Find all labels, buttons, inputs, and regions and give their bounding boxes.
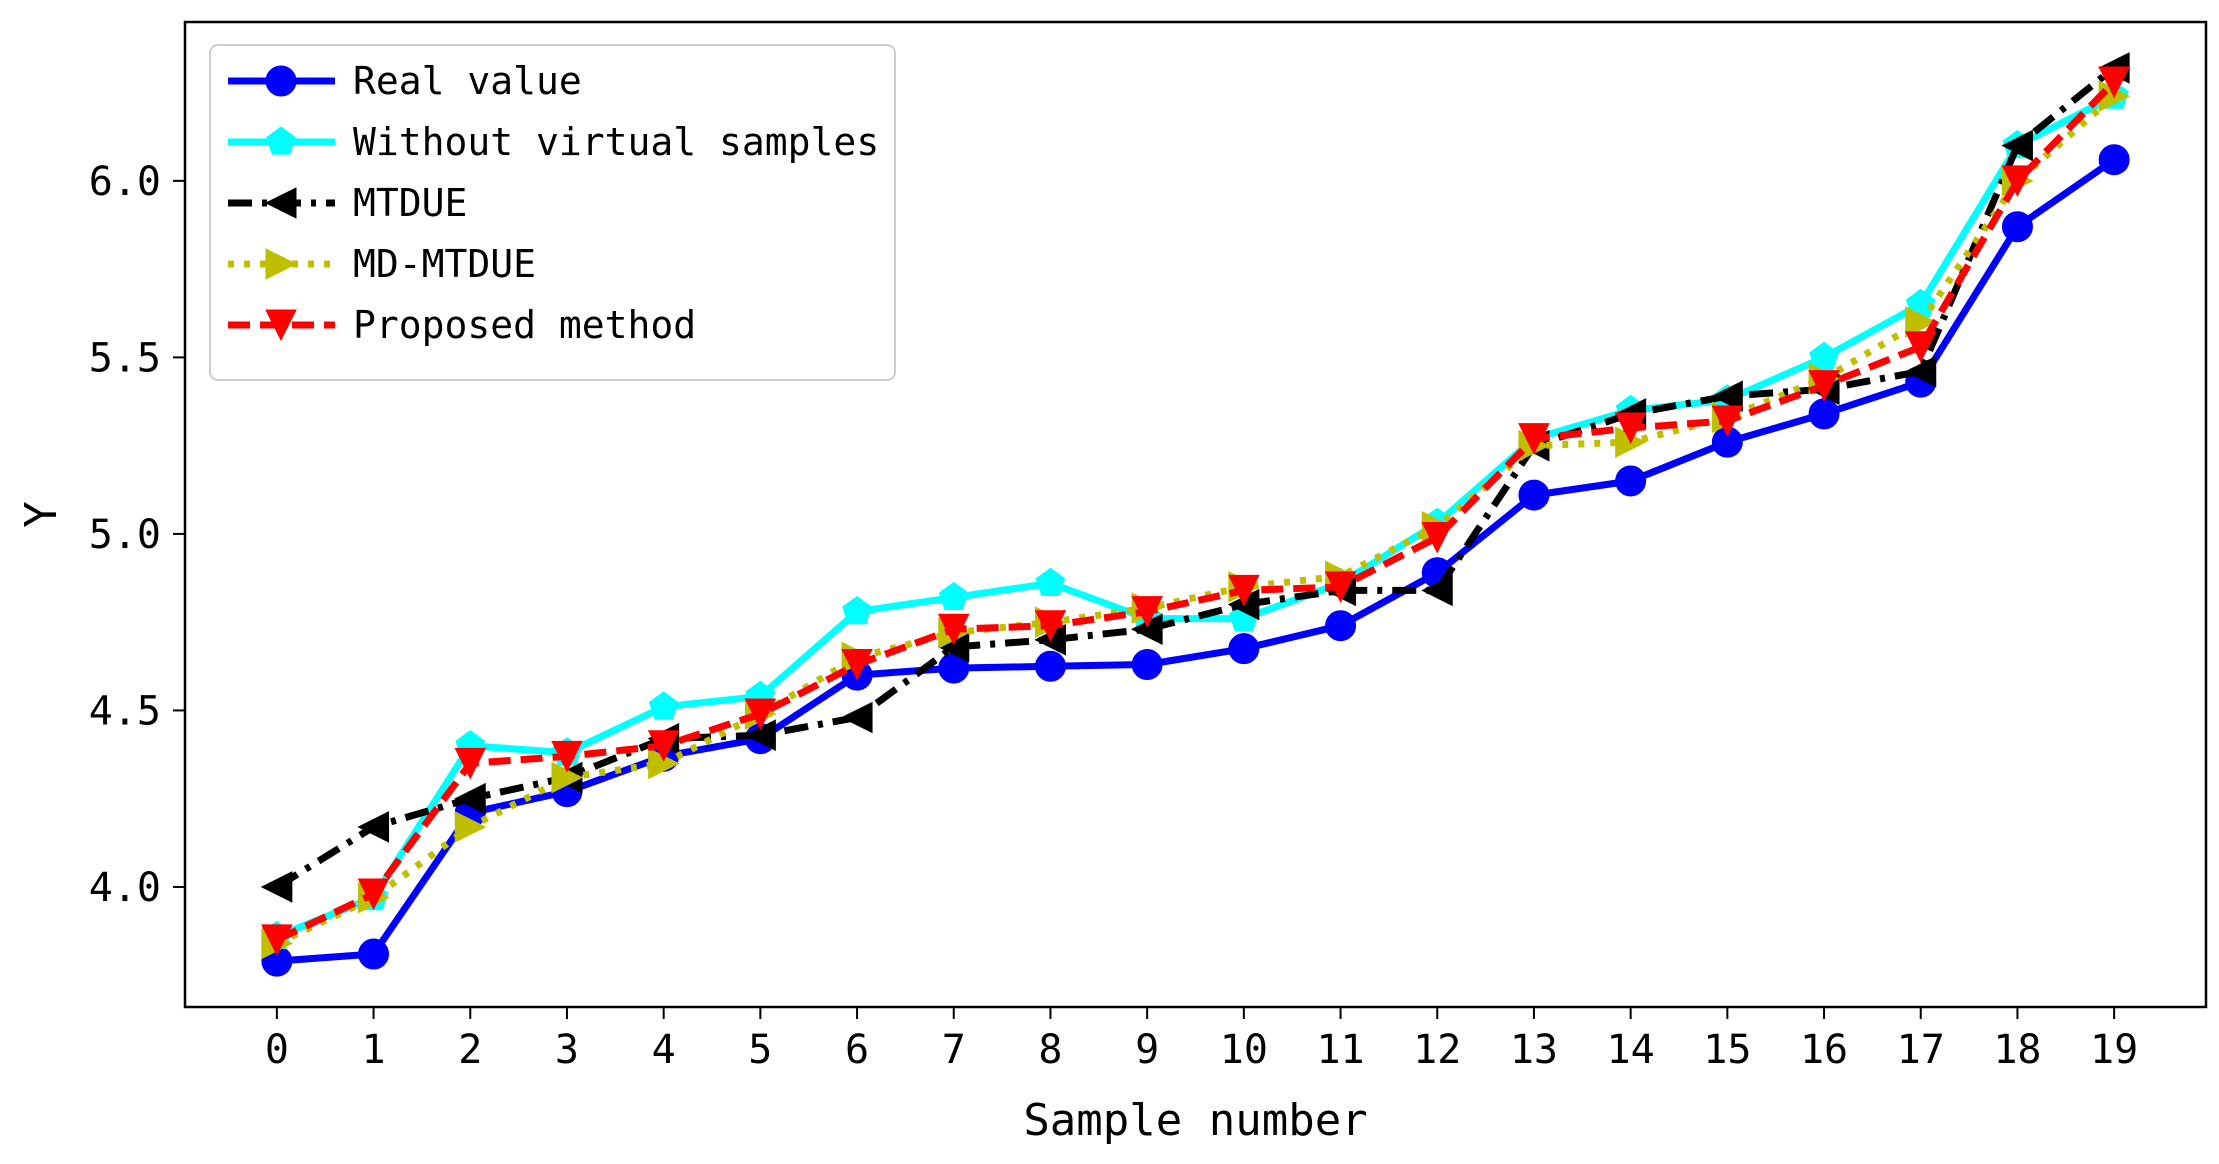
x-tick-label: 6 (845, 1027, 869, 1073)
data-point (744, 698, 777, 731)
data-point (260, 871, 293, 903)
x-tick-label: 3 (555, 1027, 579, 1073)
data-point (2001, 129, 2033, 162)
x-tick-label: 0 (265, 1027, 289, 1073)
data-point (1808, 398, 1840, 430)
x-tick-label: 14 (1607, 1027, 1655, 1073)
legend-label: Without virtual samples (353, 120, 879, 164)
data-point (357, 811, 390, 843)
data-point (357, 878, 390, 911)
data-point (1711, 405, 1744, 438)
data-point (840, 701, 873, 734)
data-point (1518, 423, 1550, 455)
data-point (551, 740, 583, 773)
data-point (937, 613, 970, 646)
legend-label: Real value (353, 59, 582, 103)
legend-box (209, 44, 896, 381)
data-point (1904, 355, 1937, 388)
series-4 (261, 66, 2130, 957)
legend-label: Proposed method (353, 303, 696, 347)
data-point (1324, 571, 1357, 603)
legend-swatch-marker (264, 187, 297, 219)
data-point (1131, 596, 1163, 628)
x-tick-label: 4 (652, 1027, 676, 1073)
data-point (1228, 633, 1260, 665)
data-point (1904, 331, 1937, 363)
x-tick-label: 18 (1993, 1027, 2041, 1073)
x-tick-label: 17 (1897, 1027, 1945, 1073)
x-tick-label: 5 (748, 1027, 772, 1073)
data-point (1034, 610, 1067, 642)
series-line-1 (275, 92, 2116, 940)
legend-label: MD-MTDUE (353, 242, 536, 286)
data-point (261, 924, 293, 957)
x-tick-label: 10 (1220, 1027, 1268, 1073)
data-point (647, 730, 680, 762)
data-point (1615, 465, 1647, 497)
y-tick-label: 6.0 (89, 159, 161, 205)
legend-swatch-marker (265, 65, 297, 97)
y-axis-label: Y (16, 501, 67, 528)
data-point (1421, 574, 1453, 607)
data-point (1421, 521, 1454, 554)
data-point (2001, 211, 2033, 243)
data-point (1614, 412, 1647, 445)
legend-entry: MD-MTDUE (228, 242, 536, 286)
data-point (1518, 479, 1550, 511)
legend-entry: Proposed method (228, 303, 696, 347)
legend-swatch-marker (266, 126, 296, 155)
x-tick-label: 16 (1800, 1027, 1848, 1073)
axes: 0 1 2 3 4 5 6 7 8 9 10 11 12 13 14 15 16 17 18 194.04.55.05… (16, 20, 2208, 1146)
data-point (454, 747, 487, 780)
x-tick-label: 9 (1135, 1027, 1159, 1073)
x-tick-label: 8 (1038, 1027, 1062, 1073)
data-point (358, 938, 390, 970)
plot-frame (183, 20, 2208, 1009)
data-point (1325, 610, 1357, 642)
data-point (1034, 650, 1066, 682)
x-tick-label: 11 (1316, 1027, 1364, 1073)
series-line-0 (276, 156, 2117, 965)
legend-entry: Without virtual samples (228, 120, 879, 164)
series-line-2 (275, 65, 2117, 890)
legend-entry: MTDUE (228, 181, 467, 225)
x-tick-label: 1 (362, 1027, 386, 1073)
data-point (1228, 574, 1260, 607)
x-tick-label: 15 (1703, 1027, 1751, 1073)
x-tick-label: 13 (1510, 1027, 1558, 1073)
data-point (1808, 370, 1840, 402)
x-tick-label: 2 (458, 1027, 482, 1073)
y-tick-label: 4.0 (89, 865, 161, 911)
data-point (2098, 144, 2130, 176)
legend-entry: Real value (228, 59, 582, 103)
series-line-3 (275, 93, 2117, 947)
data-point (842, 595, 872, 625)
data-point (454, 782, 486, 815)
data-point (2001, 165, 2034, 197)
x-axis-label: Sample number (1023, 1095, 1367, 1146)
legend: Real value Without virtual samples MTDUE MD… (209, 44, 896, 381)
data-point (1131, 649, 1163, 681)
data-point (454, 811, 487, 843)
data-point (1809, 341, 1839, 370)
x-tick-label: 19 (2090, 1027, 2138, 1073)
x-tick-label: 7 (942, 1027, 966, 1073)
plot-area (260, 52, 2131, 977)
data-point (2098, 66, 2130, 99)
y-tick-label: 4.5 (89, 688, 161, 734)
y-tick-label: 5.5 (89, 335, 161, 381)
data-point (841, 649, 873, 681)
legend-swatch-marker (265, 309, 297, 342)
x-tick-label: 12 (1413, 1027, 1461, 1073)
legend-label: MTDUE (353, 181, 467, 225)
data-point (1905, 306, 1937, 338)
data-point (1711, 380, 1743, 413)
data-point (1035, 567, 1066, 596)
data-point (648, 691, 679, 720)
legend-swatch-marker (265, 248, 298, 280)
y-tick-label: 5.0 (89, 512, 161, 558)
data-point (938, 581, 969, 611)
